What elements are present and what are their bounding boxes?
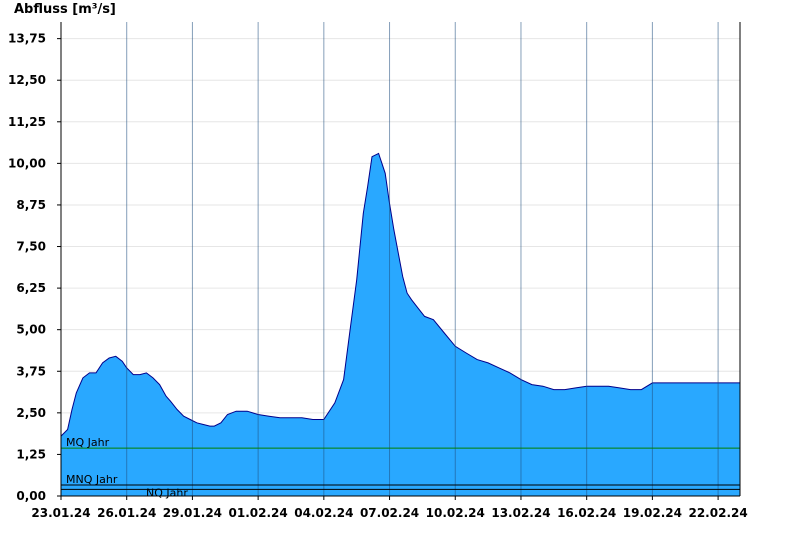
x-tick-label: 07.02.24: [360, 506, 419, 520]
x-tick-label: 13.02.24: [491, 506, 550, 520]
x-tick-labels: 23.01.24 26.01.24 29.01.24 01.02.24 04.02.24…: [31, 506, 747, 520]
reference-line-label: NQ Jahr: [146, 486, 188, 499]
y-tick-labels: 0,00 1,25 2,50 3,75 5,00 6,25 7,50 8,75 10,00 11,…: [8, 32, 46, 503]
y-axis-title: Abfluss [m³/s]: [14, 2, 116, 17]
y-tick-label: 6,25: [16, 281, 46, 295]
x-tick-label: 23.01.24: [31, 506, 90, 520]
x-tick-label: 16.02.24: [557, 506, 616, 520]
x-tick-label: 04.02.24: [294, 506, 353, 520]
y-tick-label: 1,25: [16, 447, 46, 461]
reference-line-label: MNQ Jahr: [66, 473, 118, 486]
x-tick-label: 22.02.24: [688, 506, 747, 520]
y-tick-label: 0,00: [16, 489, 46, 503]
discharge-area: [61, 153, 740, 496]
y-tick-label: 12,50: [8, 73, 46, 87]
y-tick-label: 3,75: [16, 364, 46, 378]
discharge-area-layer: [60, 152, 740, 496]
discharge-line: [60, 152, 740, 437]
y-tick-label: 8,75: [16, 198, 46, 212]
reference-line-label: MQ Jahr: [66, 436, 110, 449]
x-tick-label: 19.02.24: [623, 506, 682, 520]
axes: [57, 22, 741, 500]
y-tick-label: 5,00: [16, 323, 46, 337]
x-tick-label: 29.01.24: [163, 506, 222, 520]
y-tick-label: 10,00: [8, 156, 46, 170]
y-tick-label: 7,50: [16, 240, 46, 254]
x-tick-label: 26.01.24: [97, 506, 156, 520]
x-tick-label: 10.02.24: [426, 506, 485, 520]
y-tick-label: 13,75: [8, 32, 46, 46]
y-tick-label: 11,25: [8, 115, 46, 129]
y-tick-label: 2,50: [16, 406, 46, 420]
x-tick-label: 01.02.24: [229, 506, 288, 520]
